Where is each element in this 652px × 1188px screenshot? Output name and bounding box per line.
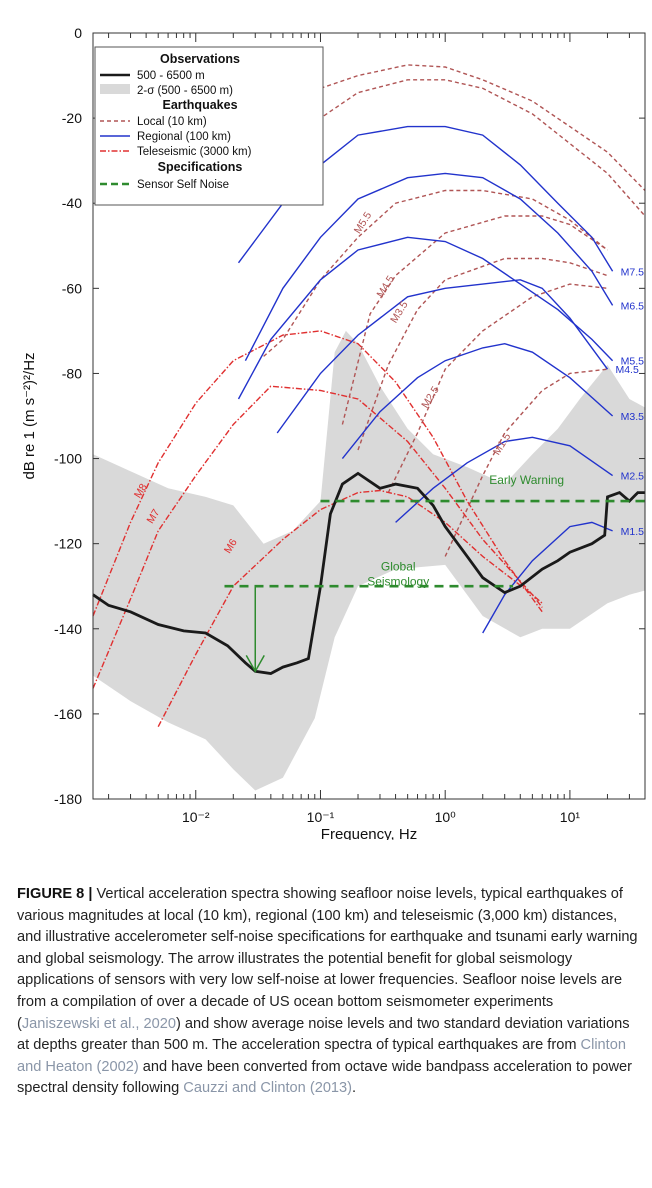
spec-label-early-warning: Early Warning <box>489 473 564 487</box>
regional-magnitude-label: M3.5 <box>621 411 645 423</box>
series-local-m1-5 <box>444 368 608 557</box>
regional-magnitude-label: M4.5 <box>615 364 639 376</box>
legend-swatch-band <box>100 84 130 94</box>
x-tick-label: 10⁻¹ <box>307 809 335 825</box>
series-regional-m5-5 <box>237 236 614 400</box>
y-tick-label: -160 <box>54 706 82 722</box>
legend-label-band: 2-σ (500 - 6500 m) <box>137 85 233 97</box>
reference-link-cauzzi-clinton[interactable]: Cauzzi and Clinton (2013) <box>183 1080 353 1097</box>
x-tick-label: 10⁻² <box>182 809 210 825</box>
y-tick-label: -60 <box>62 280 82 296</box>
caption-text-2: ) and show average noise levels and two … <box>17 1015 630 1054</box>
y-tick-label: -40 <box>62 195 82 211</box>
series-local-m3-5 <box>357 257 608 451</box>
regional-magnitude-label: M2.5 <box>621 471 645 483</box>
regional-magnitude-label: M6.5 <box>621 300 645 312</box>
noise-band-layer <box>93 330 645 791</box>
series-regional-m2-5 <box>395 436 614 523</box>
benefit-arrow-head <box>245 654 265 673</box>
legend-box <box>94 46 324 206</box>
y-tick-label: -140 <box>54 621 82 637</box>
legend-label-regional: Regional (100 km) <box>137 131 231 143</box>
noise-band-area <box>93 330 645 791</box>
legend: Observations 500 - 6500 m 2-σ (500 - 650… <box>94 46 324 206</box>
series-teleseismic-m7 <box>92 385 543 689</box>
figure-label: FIGURE 8 | <box>17 886 93 902</box>
series-observations-500-6500-m <box>92 471 645 675</box>
caption-text-1: Vertical acceleration spectra showing se… <box>17 886 638 1032</box>
local-magnitude-label: M2.5 <box>419 384 442 410</box>
x-axis-label: Frequency, Hz <box>321 826 417 840</box>
y-axis-label: dB re 1 (m s⁻²)²/Hz <box>21 352 38 479</box>
legend-group-specifications: Specifications <box>158 160 243 174</box>
plot-frame <box>92 32 646 800</box>
caption-text-3: and have been converted from octave wide… <box>17 1058 632 1097</box>
series-regional-m3-5 <box>341 342 614 460</box>
regional-magnitude-label: M5.5 <box>621 356 645 368</box>
y-tick-label: -80 <box>62 365 82 381</box>
y-tick-label: -20 <box>62 110 82 126</box>
caption-text-4: . <box>352 1080 357 1097</box>
spec-label-global-seismology: Global <box>381 560 416 574</box>
legend-group-observations: Observations <box>160 52 240 66</box>
spec-label-global-seismology-line2: Seismology <box>367 575 429 589</box>
reference-link-clinton-heaton[interactable]: Clinton and Heaton (2002) <box>17 1037 626 1075</box>
reference-link-janiszewski[interactable]: Janiszewski et al., 2020 <box>21 1015 177 1032</box>
series-local-m5-5 <box>263 189 608 357</box>
tick-label-layer: 10⁻² 10⁻¹ 10⁰ 10¹ 0 -20 -40 -60 -80 -100 -120 -140 -… <box>54 25 580 825</box>
legend-label-sensor-noise: Sensor Self Noise <box>137 179 229 191</box>
local-magnitude-label: M5.5 <box>352 210 375 236</box>
series-regional-m6-5 <box>244 172 614 362</box>
series-regional-m1-5 <box>482 521 613 634</box>
y-tick-label: -180 <box>54 791 82 807</box>
series-regional-m4-5 <box>276 279 609 434</box>
local-magnitude-label: M1.5 <box>491 431 514 457</box>
figure-caption: FIGURE 8 | Vertical acceleration spectra… <box>17 884 639 1100</box>
series-teleseismic-m8 <box>92 330 543 617</box>
y-tick-label: -100 <box>54 451 82 467</box>
series-teleseismic-m6 <box>157 489 543 728</box>
legend-label-local: Local (10 km) <box>137 116 207 128</box>
axes-layer <box>93 32 646 800</box>
regional-magnitude-label: M7.5 <box>621 266 645 278</box>
y-tick-label: 0 <box>74 25 82 41</box>
legend-group-earthquakes: Earthquakes <box>162 98 237 112</box>
x-tick-label: 10¹ <box>560 809 581 825</box>
series-local-m7-5 <box>292 64 646 191</box>
series-local-m2-5 <box>387 283 608 493</box>
legend-label-observations-line: 500 - 6500 m <box>137 70 205 82</box>
series-local-m4-5 <box>341 215 608 425</box>
series-local-m6-5 <box>296 79 646 217</box>
regional-magnitude-label: M1.5 <box>621 526 645 538</box>
y-tick-label: -120 <box>54 536 82 552</box>
x-tick-label: 10⁰ <box>435 809 457 825</box>
legend-label-teleseismic: Teleseismic (3000 km) <box>137 146 252 158</box>
local-magnitude-label: M3.5 <box>388 299 411 325</box>
